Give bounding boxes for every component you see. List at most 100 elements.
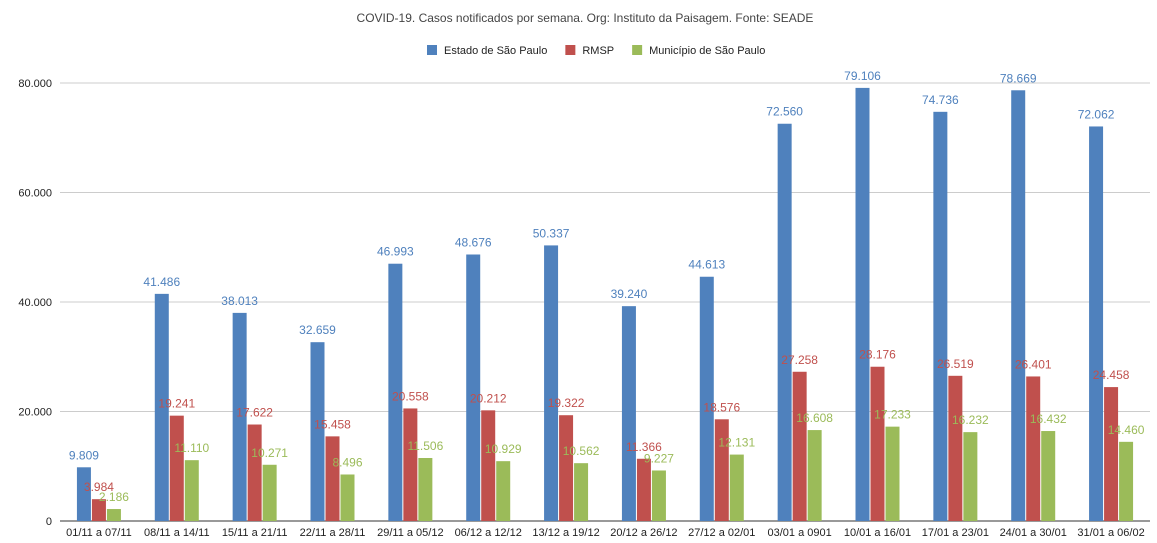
bar [948,375,963,521]
bar [729,454,744,521]
data-label: 17.622 [236,406,273,420]
y-tick-label: 60.000 [18,188,52,200]
bar [481,410,496,521]
x-tick-label: 27/12 a 02/01 [688,527,755,538]
legend-label: RMSP [582,45,614,57]
bar [699,276,714,521]
bar [1026,376,1041,521]
bar [714,419,729,521]
bar [963,432,978,521]
x-tick-label: 03/01 a 0901 [768,527,832,538]
data-label: 18.576 [703,400,740,414]
bar [154,293,169,521]
bar [885,426,900,521]
data-label: 24.458 [1093,368,1130,382]
bars [76,87,1134,522]
data-label: 28.176 [859,348,896,362]
x-tick-label: 17/01 a 23/01 [922,527,989,538]
data-label: 15.458 [314,417,351,431]
x-tick-label: 06/12 a 12/12 [455,527,522,538]
data-label: 26.519 [937,357,974,371]
data-label: 17.233 [874,408,911,422]
y-tick-label: 40.000 [18,297,52,309]
x-tick-label: 20/12 a 26/12 [610,527,677,538]
bar [544,245,559,522]
bar [574,463,589,521]
x-tick-label: 29/11 a 05/12 [377,527,443,538]
data-label: 16.432 [1030,412,1067,426]
data-label: 11.506 [407,439,443,453]
bar [1089,126,1104,522]
x-tick-label: 15/11 a 21/11 [222,527,288,538]
data-label: 10.271 [251,446,288,460]
bar [340,474,355,521]
data-label: 14.460 [1108,423,1145,437]
bar [1119,441,1134,521]
data-label: 9.227 [644,451,674,465]
bar [403,408,418,521]
bar [106,509,121,521]
legend-swatch [427,45,437,55]
data-label: 10.562 [563,444,600,458]
bar [1011,90,1026,521]
data-label: 38.013 [221,294,258,308]
data-label: 11.110 [174,441,209,455]
bar [262,464,277,521]
data-label: 44.613 [688,258,725,272]
bar [496,461,511,521]
bar [247,424,262,521]
y-tick-label: 0 [46,516,52,528]
data-label: 46.993 [377,245,414,259]
x-tick-label: 22/11 a 28/11 [300,527,366,538]
data-label: 2.186 [99,490,129,504]
legend-label: Estado de São Paulo [444,45,547,57]
legend-swatch [565,45,576,55]
bar [91,499,106,521]
y-tick-label: 80.000 [18,78,52,90]
data-label: 74.736 [922,93,959,107]
data-label: 20.558 [392,389,429,403]
legend-swatch [632,45,643,55]
x-tick-label: 10/01 a 16/01 [844,527,911,538]
bar [388,263,403,521]
data-label: 79.106 [844,69,881,83]
x-tick-label: 08/11 a 14/11 [144,527,210,538]
bar [1041,431,1056,521]
bar [792,371,807,521]
data-label: 32.659 [299,323,336,337]
bar [325,436,340,521]
data-label: 16.232 [952,413,989,427]
data-label: 3.984 [84,480,114,494]
bar [184,460,199,521]
data-label: 50.337 [533,226,570,240]
bar [310,342,325,521]
data-label: 9.809 [69,448,99,462]
data-label: 48.676 [455,235,492,249]
bar [807,430,822,521]
data-label: 19.241 [158,397,195,411]
bar [777,123,792,521]
bar [418,458,433,521]
data-label: 78.669 [1000,71,1037,85]
data-label: 8.496 [332,455,362,469]
data-label: 16.608 [796,411,833,425]
x-tick-label: 31/01 a 06/02 [1077,527,1144,538]
bar [169,415,184,521]
data-label: 19.322 [548,396,585,410]
x-tick-label: 24/01 a 30/01 [1000,527,1067,538]
bar [621,306,636,521]
y-axis-ticks: 0 20.000 40.000 60.000 80.000 [18,78,52,528]
data-label: 20.212 [470,391,507,405]
bar [1104,387,1119,521]
bar [855,87,870,521]
bar [76,467,91,521]
data-label: 11.366 [626,440,662,454]
data-label: 12.131 [718,436,755,450]
bar [559,415,574,521]
bar [651,470,666,521]
bar [870,366,885,521]
legend: Estado de São Paulo RMSP Município de São … [427,45,765,57]
data-label: 39.240 [611,287,648,301]
